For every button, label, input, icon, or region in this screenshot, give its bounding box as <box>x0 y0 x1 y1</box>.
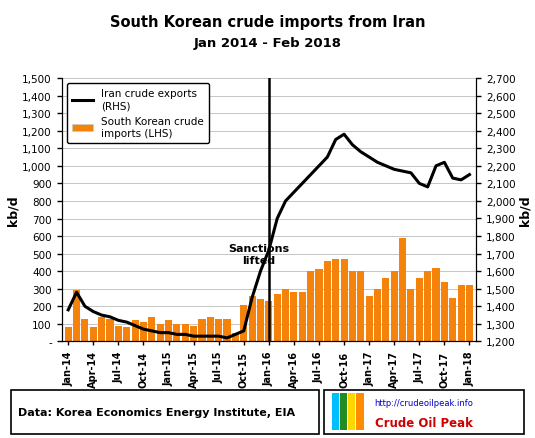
Bar <box>365 296 373 342</box>
Bar <box>316 270 323 342</box>
Bar <box>324 261 331 342</box>
Bar <box>407 289 415 342</box>
Bar <box>190 326 197 342</box>
Bar <box>198 319 205 342</box>
Y-axis label: kb/d: kb/d <box>6 195 19 226</box>
Bar <box>240 305 247 342</box>
Bar <box>249 296 256 342</box>
Bar <box>65 328 72 342</box>
Bar <box>349 272 356 342</box>
FancyBboxPatch shape <box>11 390 319 434</box>
Bar <box>157 324 164 342</box>
Bar <box>357 272 364 342</box>
Text: http://crudeoilpeak.info: http://crudeoilpeak.info <box>374 399 473 407</box>
Text: Sanctions
lifted: Sanctions lifted <box>228 244 289 265</box>
FancyBboxPatch shape <box>348 393 355 430</box>
Legend: Iran crude exports
(RHS), South Korean crude
imports (LHS): Iran crude exports (RHS), South Korean c… <box>67 84 209 144</box>
Bar <box>232 333 239 342</box>
Bar <box>265 301 272 342</box>
Bar <box>273 294 281 342</box>
FancyBboxPatch shape <box>332 393 339 430</box>
Bar <box>81 319 88 342</box>
Text: Crude Oil Peak: Crude Oil Peak <box>375 416 473 429</box>
Bar <box>90 328 97 342</box>
Bar <box>224 319 231 342</box>
Bar <box>466 286 473 342</box>
Bar <box>291 293 297 342</box>
Bar <box>424 272 431 342</box>
Bar <box>441 282 448 342</box>
Bar <box>307 272 314 342</box>
Bar <box>432 268 440 342</box>
Bar <box>416 279 423 342</box>
Bar <box>383 279 389 342</box>
Text: Data: Korea Economics Energy Institute, EIA: Data: Korea Economics Energy Institute, … <box>18 407 295 417</box>
Bar <box>457 286 465 342</box>
Text: South Korean crude imports from Iran: South Korean crude imports from Iran <box>110 15 425 30</box>
Text: Jan 2014 - Feb 2018: Jan 2014 - Feb 2018 <box>194 37 341 50</box>
Bar <box>132 321 139 342</box>
Bar <box>115 326 122 342</box>
Bar <box>98 317 105 342</box>
Bar <box>73 291 80 342</box>
Bar <box>165 321 172 342</box>
FancyBboxPatch shape <box>324 390 524 434</box>
Bar <box>340 259 348 342</box>
Bar <box>332 259 339 342</box>
Bar <box>207 317 214 342</box>
Bar <box>399 238 406 342</box>
Bar <box>173 324 180 342</box>
Bar <box>182 324 189 342</box>
Bar <box>449 298 456 342</box>
Bar <box>140 322 147 342</box>
FancyBboxPatch shape <box>356 393 364 430</box>
Y-axis label: kb/d: kb/d <box>518 195 531 226</box>
FancyBboxPatch shape <box>340 393 347 430</box>
Bar <box>374 289 381 342</box>
Bar <box>148 317 155 342</box>
Bar <box>282 289 289 342</box>
Bar <box>106 319 113 342</box>
Bar <box>299 293 306 342</box>
Bar <box>123 328 131 342</box>
Bar <box>257 300 264 342</box>
Bar <box>215 319 222 342</box>
Bar <box>391 272 398 342</box>
